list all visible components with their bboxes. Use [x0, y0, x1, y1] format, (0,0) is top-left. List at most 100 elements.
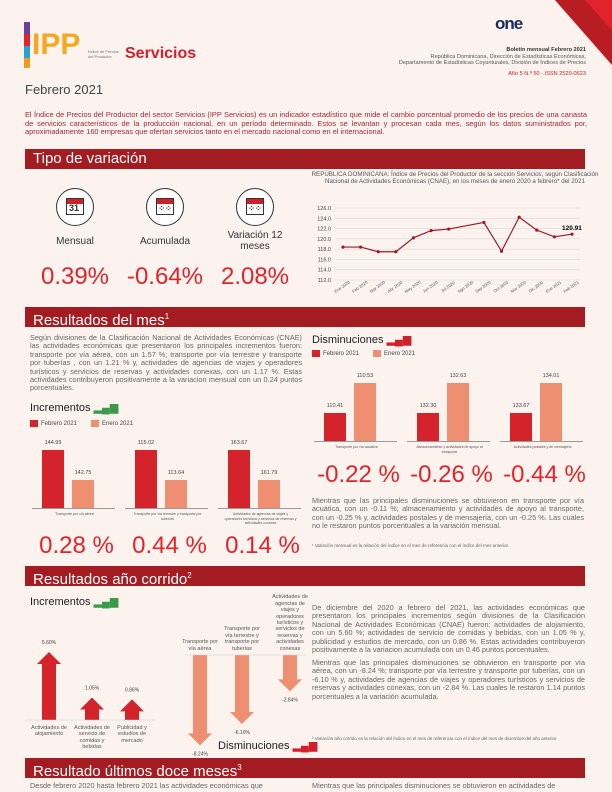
- variation-percent: -0.22 %: [317, 461, 400, 488]
- bar: [447, 383, 469, 441]
- baseline: [32, 508, 115, 509]
- mes-increase-text: Según divisiones de la Clasificación Nac…: [30, 333, 302, 393]
- variation-label: Variación 12 meses: [227, 230, 283, 252]
- y-tick-label: 114.0: [318, 268, 331, 274]
- section-header-tipo: Tipo de variación: [25, 149, 585, 169]
- calendar-clock-icon: ⁘⁘: [146, 188, 184, 226]
- data-point: [411, 236, 416, 240]
- bar: [540, 383, 562, 441]
- baseline: [500, 441, 583, 442]
- category-label: Almacenamiento y actividades de apoyo al…: [416, 445, 483, 454]
- x-tick-label: Feb 2021: [562, 279, 580, 294]
- category-label: Actividades postales y de mensajería: [513, 445, 572, 449]
- section-header-anio: Resultados año corrido2: [25, 566, 585, 588]
- calendar-31-icon: [56, 188, 94, 226]
- org-line: Departamento de Estadísticas Coyunturale…: [398, 60, 586, 67]
- arrow-value-label: 0.86%: [125, 687, 140, 693]
- x-tick-label: Mar 2020: [369, 279, 387, 294]
- variation-percent: 0.14 %: [225, 532, 300, 559]
- category-label: Actividades de agencias de viajes y oper…: [272, 594, 308, 652]
- category-label: Transporte por vía aérea: [55, 512, 94, 516]
- data-point: [447, 227, 451, 231]
- category-label: Transporte por vía terrestre y transport…: [133, 512, 202, 521]
- org-info: Boletín mensual Febrero 2021 República D…: [399, 47, 586, 77]
- data-point: [552, 235, 556, 239]
- arrow-value-label: -2.84%: [282, 697, 298, 703]
- x-tick-label: Feb 2020: [351, 279, 369, 294]
- x-tick-label: Abr 2020: [387, 279, 404, 293]
- data-point: [429, 229, 433, 233]
- y-tick-label: 118.0: [318, 247, 331, 253]
- y-tick-label: 126.0: [317, 206, 331, 212]
- data-point: [570, 232, 574, 236]
- y-tick-label: 122.0: [317, 227, 331, 233]
- bar: [72, 480, 94, 508]
- period: Febrero 2021: [25, 82, 104, 97]
- y-tick-label: 124.0: [317, 216, 331, 222]
- line-chart: 112.0 114.0 116.0 118.0 120.0 122.0 124.0 126.0…: [317, 206, 582, 294]
- category-label: Transporte por vía aérea: [182, 639, 218, 652]
- data-point: [341, 245, 345, 249]
- arrow-value-label: 5.60%: [42, 640, 57, 646]
- org-line: República Dominicana, Dirección de Estad…: [430, 53, 586, 60]
- data-point: [535, 228, 539, 232]
- data-point: [359, 245, 363, 249]
- x-tick-label: Jul 2020: [440, 280, 456, 294]
- category-label: Actividades de alojamiento: [31, 725, 67, 738]
- category-label: Actividades de agencias de viajes y oper…: [224, 512, 297, 525]
- baseline: [218, 508, 301, 509]
- line-chart-title: REPÚBLICA DOMINICANA: Índice de Precios …: [311, 171, 599, 186]
- bar-value-label: 110.53: [356, 373, 374, 379]
- up-arrow: [120, 699, 144, 720]
- bar-value-label: 115.02: [137, 440, 155, 446]
- bar: [228, 450, 250, 508]
- category-label: Transporte por vía acuática: [335, 445, 378, 449]
- chart-down-icon: ▂▄▆: [386, 334, 412, 346]
- ipp-logo-subtitle: Índice de Precios del Productor: [88, 49, 119, 59]
- y-tick-label: 112.0: [318, 278, 331, 284]
- doce-text-left: Desde febrero 2020 hasta febrero 2021 la…: [30, 781, 263, 790]
- down-arrow: [230, 655, 254, 724]
- bar: [354, 383, 376, 441]
- y-tick-label: 116.0: [318, 257, 331, 263]
- series-line: [343, 216, 573, 253]
- bar-value-label: 163.67: [230, 440, 248, 446]
- arrow-value-label: -6.10%: [234, 730, 250, 736]
- data-point: [499, 249, 504, 253]
- data-point: [376, 250, 380, 254]
- variation-value: 0.39%: [40, 263, 110, 290]
- x-tick-label: Ago 2020: [457, 279, 475, 294]
- intro: El Índice de Precios del Productor del s…: [25, 110, 587, 137]
- category-label: Publicidad y estudios de mercado: [117, 725, 147, 744]
- disminuciones-title: Disminuciones ▂▄▆: [312, 334, 412, 346]
- footnote-2: ² Variación año corrido es la relación d…: [312, 736, 558, 741]
- legend-item: Febrero 2021: [30, 420, 77, 427]
- ipp-logo: IPP Índice de Precios del Productor: [24, 14, 119, 72]
- doce-text-right: Mientras que las principales disminucion…: [312, 781, 556, 790]
- bar-value-label: 142.75: [74, 470, 92, 476]
- anio-decreases-title: Disminuciones ▂▄▆: [218, 740, 318, 752]
- bar-value-label: 161.79: [260, 470, 278, 476]
- baseline: [125, 508, 208, 509]
- variation-value: -0.64%: [126, 263, 204, 290]
- chart-legend: Febrero 2021 Enero 2021: [312, 350, 415, 357]
- x-tick-label: Dic 2020: [528, 280, 545, 294]
- variation-percent: 0.44 %: [132, 532, 207, 559]
- variation-percent: 0.28 %: [39, 532, 114, 559]
- x-tick-label: Ene 2020: [333, 279, 351, 294]
- x-tick-label: Sep 2020: [474, 279, 492, 294]
- legend-item: Enero 2021: [373, 350, 415, 357]
- chart-down-icon: ▂▄▆: [292, 740, 318, 752]
- baseline: [314, 441, 397, 442]
- footnote-1: ¹ Variación mensual es la relación del í…: [312, 543, 510, 548]
- data-point: [394, 250, 398, 254]
- x-tick-label: Jun 2020: [422, 279, 440, 293]
- variation-label: Mensual: [56, 236, 94, 247]
- section-header-doce: Resultado últimos doce meses3: [25, 758, 585, 780]
- legend-item: Enero 2021: [91, 420, 133, 427]
- chart-legend: Febrero 2021 Enero 2021: [30, 420, 133, 427]
- variation-value: 2.08%: [220, 263, 290, 290]
- up-arrow: [80, 697, 104, 720]
- bar: [258, 480, 280, 508]
- x-tick-label: Nov 2020: [510, 279, 528, 294]
